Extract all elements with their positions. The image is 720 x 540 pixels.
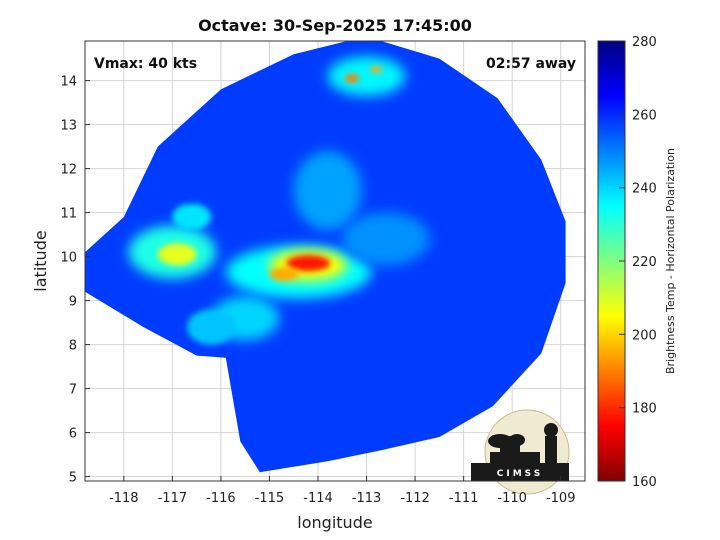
colorbar-tick-label: 260: [632, 108, 657, 123]
cimss-logo: CIMSS: [471, 409, 570, 495]
swath-feature: [327, 56, 406, 96]
colorbar-tick-label: 160: [632, 475, 657, 490]
y-tick-label: 8: [69, 339, 77, 354]
swath-feature: [157, 243, 197, 266]
swath-feature: [286, 255, 331, 272]
swath-feature: [342, 212, 430, 266]
swath-feature: [186, 309, 236, 345]
x-tick-label: -111: [449, 491, 479, 506]
y-tick-label: 12: [60, 163, 77, 178]
x-tick-label: -116: [206, 491, 236, 506]
swath-feature: [172, 203, 212, 231]
swath-feature: [344, 74, 360, 83]
y-tick-label: 5: [69, 471, 77, 486]
y-tick-label: 13: [60, 119, 77, 134]
swath-feature: [293, 151, 362, 231]
y-tick-label: 9: [69, 295, 77, 310]
x-tick-label: -114: [303, 491, 333, 506]
swath-feature: [269, 267, 299, 281]
x-axis-label: longitude: [297, 513, 372, 532]
x-tick-label: -112: [400, 491, 430, 506]
y-tick-label: 11: [60, 207, 77, 222]
y-tick-label: 10: [60, 251, 77, 266]
plot-frame: [84, 40, 586, 482]
colorbar-tick-label: 220: [632, 255, 657, 270]
x-tick-label: -109: [546, 491, 576, 506]
swath-features: [128, 56, 430, 345]
x-tick-label: -118: [109, 491, 139, 506]
logo-text: CIMSS: [497, 469, 543, 479]
y-axis-label: latitude: [31, 230, 50, 291]
brightness-temp-swath: [85, 41, 566, 473]
x-tick-label: -113: [352, 491, 382, 506]
x-tick-label: -115: [255, 491, 285, 506]
y-tick-label: 7: [69, 383, 77, 398]
vmax-annotation: Vmax: 40 kts: [94, 56, 197, 72]
y-tick-label: 14: [60, 75, 77, 90]
y-tick-label: 6: [69, 427, 77, 442]
colorbar-tick-label: 240: [632, 182, 657, 197]
chart-title: Octave: 30-Sep-2025 17:45:00: [198, 16, 472, 35]
swath-feature: [370, 66, 383, 74]
colorbar-label: Brightness Temp - Horizontal Polarizatio…: [664, 148, 677, 374]
colorbar-ticks: 160 180 200 220 240 260 280: [619, 35, 657, 490]
colorbar-tick-label: 180: [632, 402, 657, 417]
axis-ticks: -118 -117 -116 -115 -114 -113 -112 -111 -110 -109…: [60, 75, 575, 506]
colorbar-tick-label: 200: [632, 328, 657, 343]
time-away-annotation: 02:57 away: [486, 56, 576, 72]
x-tick-label: -117: [158, 491, 188, 506]
colorbar-tick-label: 280: [632, 35, 657, 50]
x-tick-label: -110: [497, 491, 527, 506]
